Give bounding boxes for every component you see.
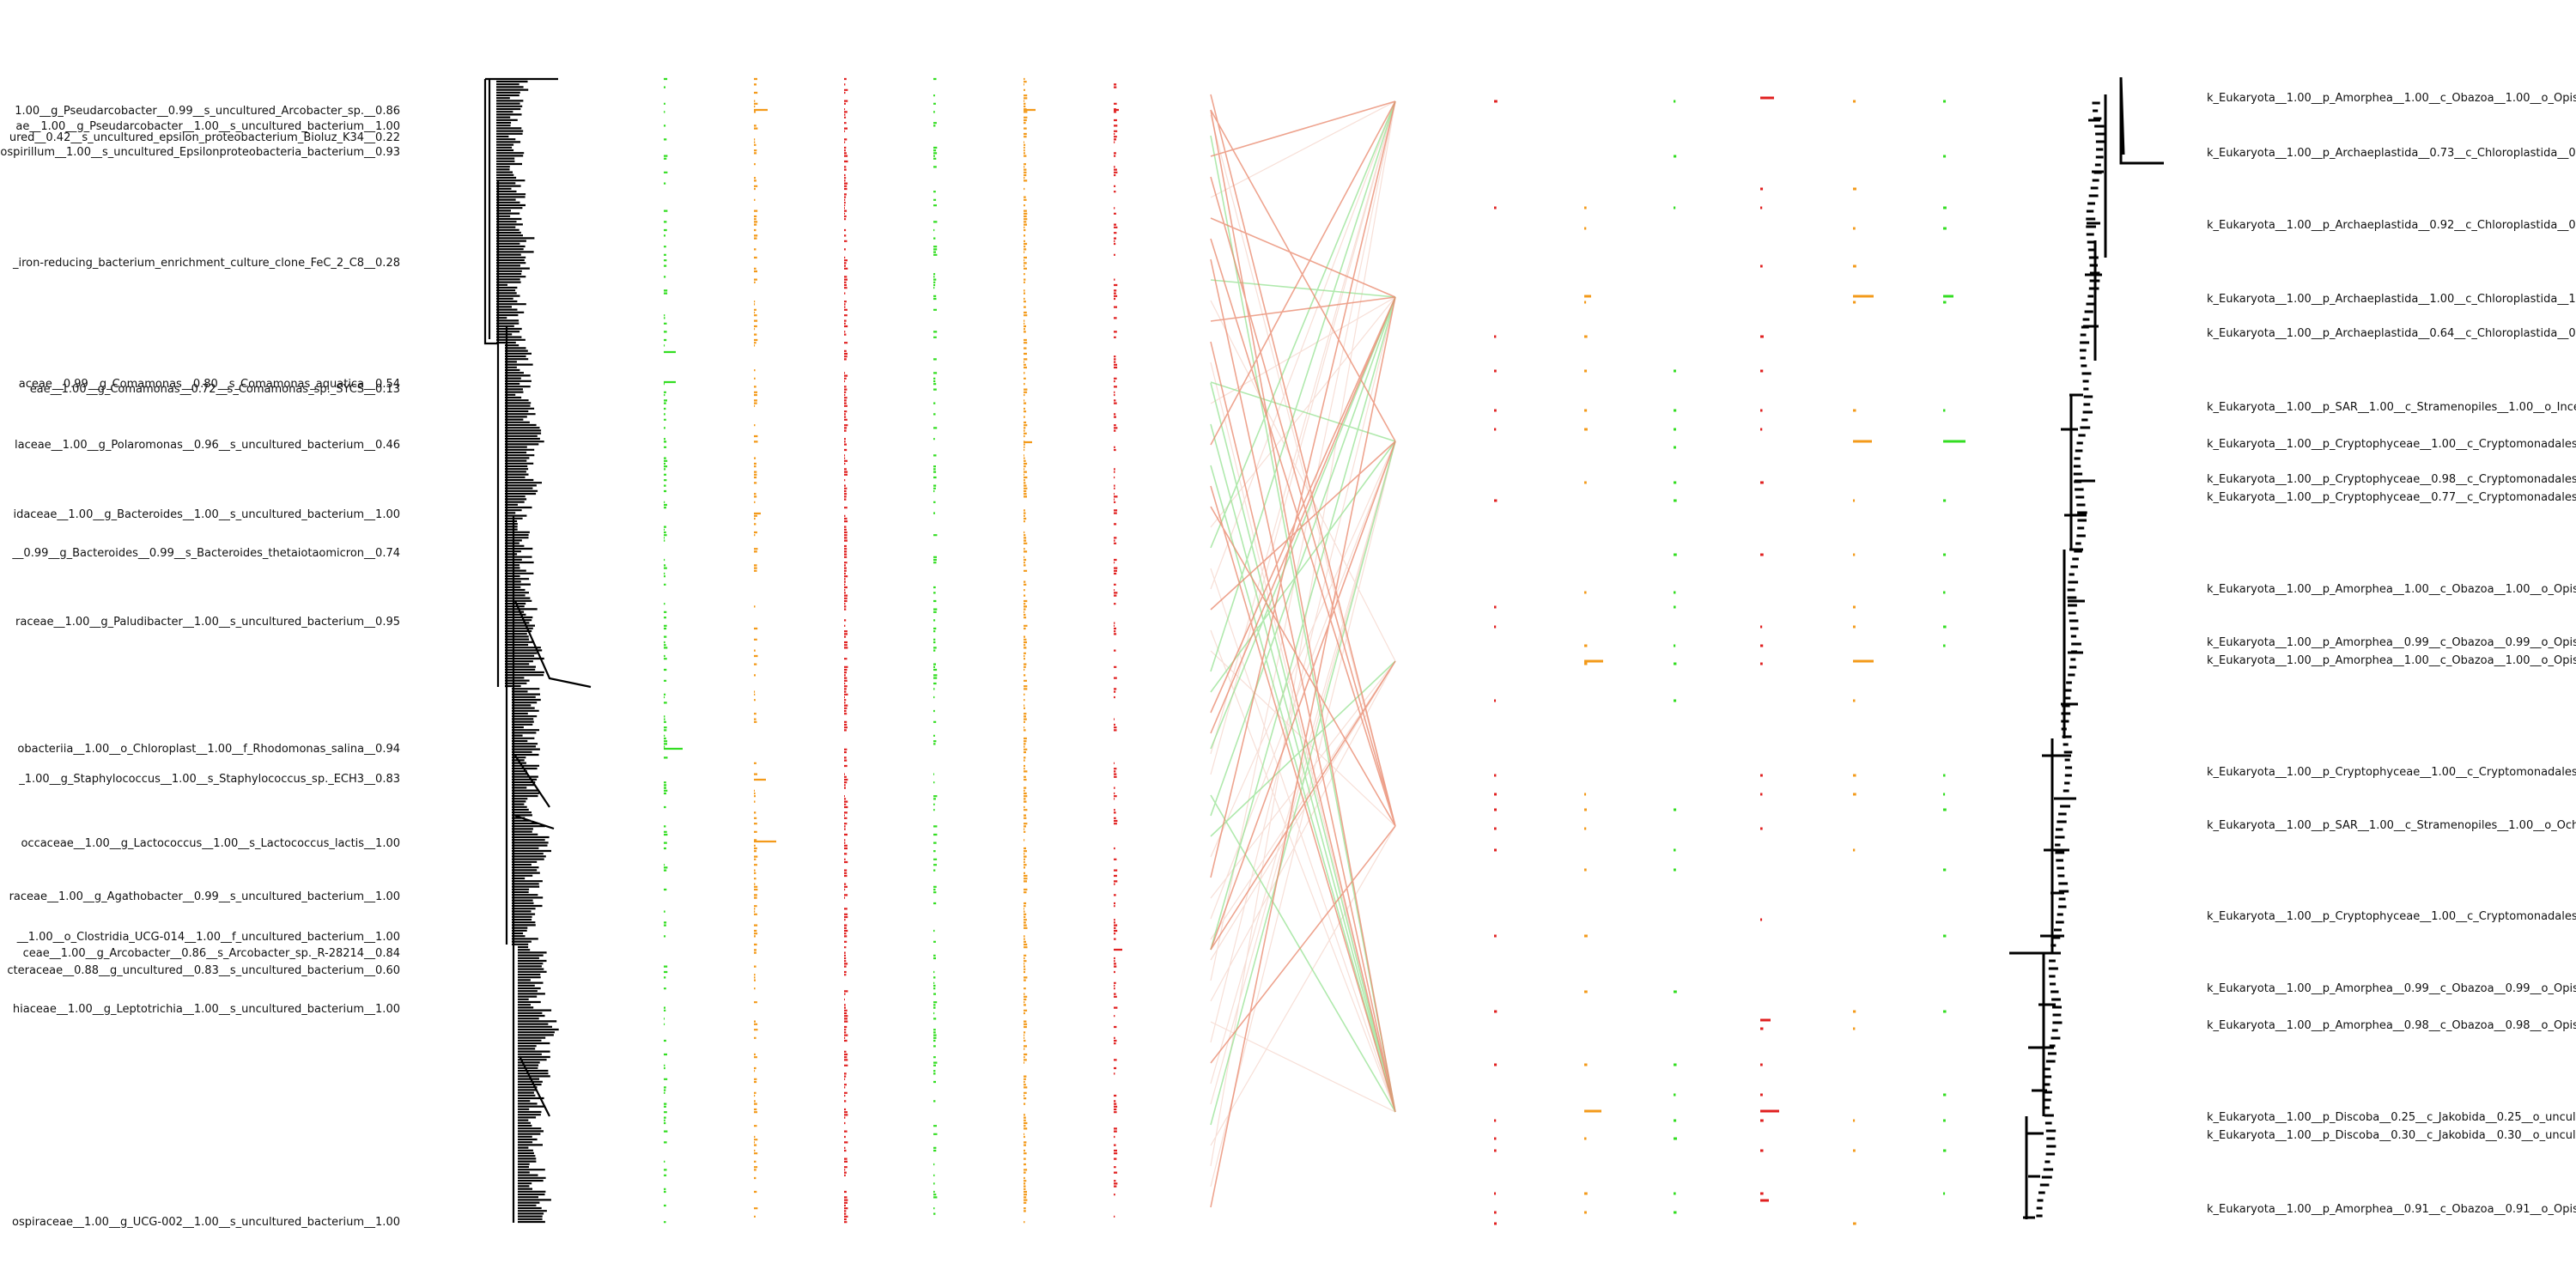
- abundance-track: [1853, 100, 1874, 1225]
- eukaryote-tip-labels: k_Eukaryota__1.00__p_Amorphea__1.00__c_O…: [2207, 92, 2576, 1216]
- eukaryote-label: k_Eukaryota__1.00__p_Amorphea__0.98__c_O…: [2207, 1019, 2576, 1032]
- association-links: [1210, 94, 1396, 1208]
- prokaryote-phylogenetic-tree: [483, 77, 592, 1224]
- prokaryote-label: laceae__1.00__g_Polaromonas__0.96__s_unc…: [15, 439, 400, 452]
- prokaryote-label: eae__1.00__g_Comamonas__0.72__s_Comamona…: [30, 383, 400, 396]
- eukaryote-label: k_Eukaryota__1.00__p_Cryptophyceae__1.00…: [2207, 438, 2576, 451]
- abundance-track: [754, 77, 776, 1218]
- eukaryote-label: k_Eukaryota__1.00__p_Archaeplastida__0.7…: [2207, 147, 2576, 160]
- eukaryote-label: k_Eukaryota__1.00__p_Cryptophyceae__1.00…: [2207, 766, 2576, 779]
- prokaryote-abundance-tracks: [664, 77, 1122, 1224]
- abundance-track: [664, 77, 683, 1224]
- prokaryote-label: cteraceae__0.88__g_uncultured__0.83__s_u…: [7, 964, 400, 977]
- eukaryote-label: k_Eukaryota__1.00__p_Archaeplastida__0.6…: [2207, 327, 2576, 340]
- eukaryote-label: k_Eukaryota__1.00__p_Cryptophyceae__0.77…: [2207, 491, 2576, 504]
- prokaryote-label: ospirillum__1.00__s_uncultured_Epsilonpr…: [0, 146, 400, 159]
- prokaryote-label: _iron-reducing_bacterium_enrichment_cult…: [12, 257, 400, 270]
- prokaryote-label: obacteriia__1.00__o_Chloroplast__1.00__f…: [17, 743, 400, 756]
- eukaryote-label: k_Eukaryota__1.00__p_Discoba__0.30__c_Ja…: [2207, 1129, 2576, 1142]
- abundance-track: [1494, 100, 1498, 1225]
- abundance-track: [933, 77, 938, 1215]
- eukaryote-tree-branches: [2009, 76, 2164, 1219]
- prokaryote-label: 1.00__g_Pseudarcobacter__0.99__s_uncultu…: [15, 105, 400, 118]
- prokaryote-label: occaceae__1.00__g_Lactococcus__1.00__s_L…: [21, 837, 400, 850]
- abundance-track: [1943, 100, 1965, 1195]
- prokaryote-label: idaceae__1.00__g_Bacteroides__1.00__s_un…: [13, 508, 400, 521]
- eukaryote-label: k_Eukaryota__1.00__p_Amorphea__0.99__c_O…: [2207, 982, 2576, 995]
- eukaryote-abundance-tracks: [1494, 96, 1965, 1225]
- prokaryote-label: hiaceae__1.00__g_Leptotrichia__1.00__s_u…: [13, 1003, 400, 1016]
- prokaryote-label: ae__1.00__g_Pseudarcobacter__1.00__s_unc…: [15, 120, 400, 133]
- eukaryote-label: k_Eukaryota__1.00__p_SAR__1.00__c_Strame…: [2207, 401, 2576, 414]
- abundance-track: [1760, 96, 1779, 1202]
- prokaryote-label: __0.99__g_Bacteroides__0.99__s_Bacteroid…: [11, 547, 400, 560]
- prokaryote-label: ured__0.42__s_uncultured_epsilon_proteob…: [9, 131, 400, 144]
- eukaryote-label: k_Eukaryota__1.00__p_Archaeplastida__1.0…: [2207, 293, 2576, 306]
- eukaryote-label: k_Eukaryota__1.00__p_Archaeplastida__0.9…: [2207, 219, 2576, 232]
- eukaryote-label: k_Eukaryota__1.00__p_Amorphea__1.00__c_O…: [2207, 583, 2576, 596]
- prokaryote-label: ceae__1.00__g_Arcobacter__0.86__s_Arcoba…: [23, 947, 400, 960]
- prokaryote-tip-labels: 1.00__g_Pseudarcobacter__0.99__s_uncultu…: [0, 105, 400, 1229]
- eukaryote-label: k_Eukaryota__1.00__p_SAR__1.00__c_Strame…: [2207, 819, 2576, 832]
- eukaryote-label: k_Eukaryota__1.00__p_Amorphea__0.91__c_O…: [2207, 1203, 2576, 1216]
- eukaryote-label: k_Eukaryota__1.00__p_Amorphea__0.99__c_O…: [2207, 636, 2576, 649]
- prokaryote-label: ospiraceae__1.00__g_UCG-002__1.00__s_unc…: [12, 1216, 400, 1229]
- eukaryote-label: k_Eukaryota__1.00__p_Cryptophyceae__0.98…: [2207, 473, 2576, 486]
- eukaryote-label: k_Eukaryota__1.00__p_Discoba__0.25__c_Ja…: [2207, 1111, 2576, 1124]
- prokaryote-label: raceae__1.00__g_Paludibacter__1.00__s_un…: [15, 616, 400, 629]
- eukaryote-label: k_Eukaryota__1.00__p_Amorphea__1.00__c_O…: [2207, 654, 2576, 667]
- abundance-track: [1674, 100, 1677, 1214]
- abundance-track: [1024, 77, 1036, 1224]
- abundance-track: [1584, 206, 1603, 1214]
- negative-association-links: [1210, 94, 1396, 1208]
- eukaryote-label: k_Eukaryota__1.00__p_Amorphea__1.00__c_O…: [2207, 92, 2576, 105]
- eukaryote-label: k_Eukaryota__1.00__p_Cryptophyceae__1.00…: [2207, 910, 2576, 923]
- abundance-track: [1114, 83, 1122, 1218]
- eukaryote-phylogenetic-tree: [2009, 76, 2164, 1219]
- prokaryote-tree-branches: [483, 77, 592, 1224]
- prokaryote-label: raceae__1.00__g_Agathobacter__0.99__s_un…: [9, 890, 400, 903]
- prokaryote-label: _1.00__g_Staphylococcus__1.00__s_Staphyl…: [18, 773, 400, 786]
- prokaryote-label: __1.00__o_Clostridia_UCG-014__1.00__f_un…: [16, 931, 400, 944]
- prokaryote-label: aceae__0.99__g_Comamonas__0.80__s_Comamo…: [19, 378, 400, 391]
- abundance-track: [844, 77, 848, 1224]
